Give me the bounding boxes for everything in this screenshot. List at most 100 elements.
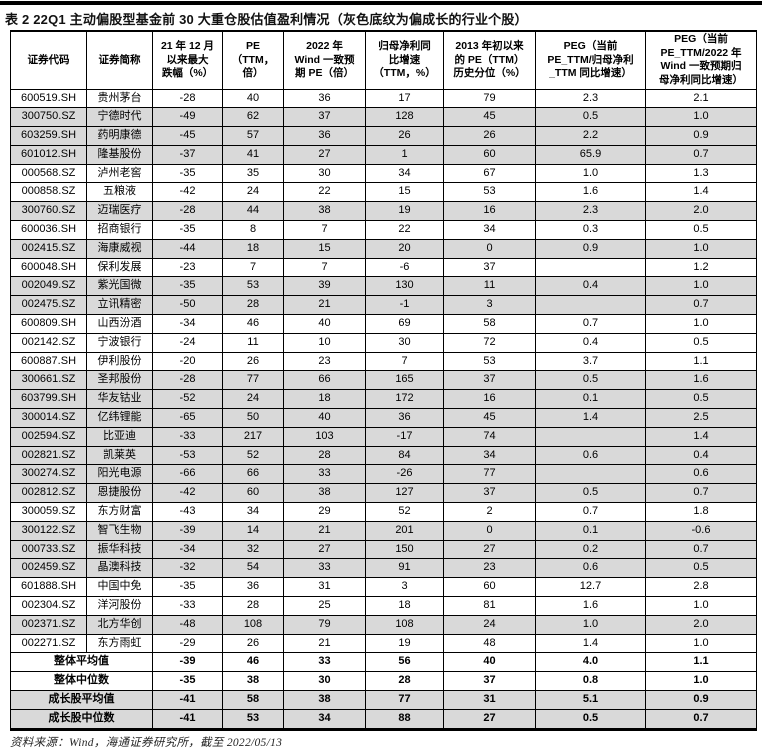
- cell-code: 600036.SH: [10, 220, 87, 240]
- cell-name: 海康威视: [86, 238, 153, 259]
- table-row: 600887.SH 伊利股份 -20 26 23 7 53 3.7 1.1: [10, 351, 757, 372]
- cell-name: 宁波银行: [86, 332, 153, 353]
- cell-pe-2022: 21: [283, 295, 366, 316]
- cell-code: 600048.SH: [10, 257, 87, 278]
- cell-max-drawdown: -41: [152, 690, 223, 710]
- cell-pe-ttm: 66: [222, 464, 284, 485]
- cell-pe-2022: 103: [283, 426, 366, 447]
- table-row: 002142.SZ 宁波银行 -24 11 10 30 72 0.4 0.5: [10, 332, 757, 353]
- cell-max-drawdown: -35: [152, 220, 223, 240]
- cell-name: 迈瑞医疗: [86, 201, 153, 222]
- cell-pe-ttm: 36: [222, 577, 284, 598]
- cell-peg-2022: 1.0: [645, 238, 757, 259]
- cell-peg-2022: 0.6: [645, 464, 757, 485]
- cell-pe-percentile: 31: [443, 690, 536, 710]
- cell-peg-ttm: [535, 426, 646, 447]
- cell-profit-growth: 69: [365, 314, 444, 334]
- cell-pe-percentile: 79: [443, 88, 536, 109]
- cell-max-drawdown: -33: [152, 426, 223, 447]
- top-rule: [0, 1, 762, 5]
- cell-pe-ttm: 32: [222, 539, 284, 560]
- cell-peg-ttm: 0.5: [535, 107, 646, 128]
- cell-name: 保利发展: [86, 257, 153, 278]
- cell-code: 000858.SZ: [10, 182, 87, 203]
- cell-pe-percentile: 74: [443, 426, 536, 447]
- cell-profit-growth: 30: [365, 332, 444, 353]
- cell-pe-2022: 34: [283, 708, 366, 730]
- cell-profit-growth: 7: [365, 351, 444, 372]
- cell-profit-growth: 84: [365, 445, 444, 466]
- cell-profit-growth: 150: [365, 539, 444, 560]
- cell-code: 300014.SZ: [10, 408, 87, 428]
- table-row: 002821.SZ 凯莱英 -53 52 28 84 34 0.6 0.4: [10, 445, 757, 466]
- cell-max-drawdown: -66: [152, 464, 223, 485]
- cell-code: 002271.SZ: [10, 633, 87, 654]
- cell-pe-2022: 7: [283, 257, 366, 278]
- cell-peg-2022: 1.2: [645, 257, 757, 278]
- cell-pe-percentile: 16: [443, 201, 536, 222]
- column-header: 证券简称: [86, 30, 153, 90]
- cell-peg-ttm: [535, 257, 646, 278]
- cell-code: 002821.SZ: [10, 445, 87, 466]
- cell-pe-ttm: 11: [222, 332, 284, 353]
- cell-pe-percentile: 37: [443, 671, 536, 691]
- cell-pe-2022: 36: [283, 88, 366, 109]
- cell-profit-growth: -6: [365, 257, 444, 278]
- cell-pe-2022: 37: [283, 107, 366, 128]
- cell-pe-percentile: 0: [443, 238, 536, 259]
- cell-peg-ttm: 0.4: [535, 332, 646, 353]
- table-row: 300750.SZ 宁德时代 -49 62 37 128 45 0.5 1.0: [10, 107, 757, 128]
- table-row: 600036.SH 招商银行 -35 8 7 22 34 0.3 0.5: [10, 220, 757, 240]
- table-row: 600809.SH 山西汾酒 -34 46 40 69 58 0.7 1.0: [10, 314, 757, 334]
- cell-code: 002304.SZ: [10, 596, 87, 616]
- cell-profit-growth: -17: [365, 426, 444, 447]
- cell-name: 东方财富: [86, 502, 153, 522]
- table-row: 002415.SZ 海康威视 -44 18 15 20 0 0.9 1.0: [10, 238, 757, 259]
- cell-max-drawdown: -44: [152, 238, 223, 259]
- cell-pe-2022: 79: [283, 614, 366, 635]
- column-header: PEG（当前 PE_TTM/2022 年 Wind 一致预期归 母净利同比增速）: [645, 30, 757, 90]
- cell-max-drawdown: -28: [152, 201, 223, 222]
- cell-name: 阳光电源: [86, 464, 153, 485]
- table-row: 300274.SZ 阳光电源 -66 66 33 -26 77 0.6: [10, 464, 757, 485]
- cell-peg-ttm: 1.0: [535, 614, 646, 635]
- cell-max-drawdown: -42: [152, 182, 223, 203]
- cell-profit-growth: 19: [365, 201, 444, 222]
- cell-peg-2022: 1.0: [645, 596, 757, 616]
- cell-peg-ttm: 1.6: [535, 596, 646, 616]
- cell-code: 002475.SZ: [10, 295, 87, 316]
- cell-pe-percentile: 48: [443, 633, 536, 654]
- cell-pe-ttm: 53: [222, 708, 284, 730]
- cell-max-drawdown: -43: [152, 502, 223, 522]
- cell-profit-growth: 19: [365, 633, 444, 654]
- cell-pe-ttm: 77: [222, 370, 284, 391]
- table-row: 002475.SZ 立讯精密 -50 28 21 -1 3 0.7: [10, 295, 757, 316]
- cell-pe-2022: 36: [283, 126, 366, 146]
- cell-name: 智飞生物: [86, 520, 153, 541]
- cell-pe-2022: 18: [283, 389, 366, 410]
- cell-pe-percentile: 72: [443, 332, 536, 353]
- cell-peg-2022: 1.6: [645, 370, 757, 391]
- cell-code: 603259.SH: [10, 126, 87, 146]
- cell-pe-2022: 21: [283, 633, 366, 654]
- cell-peg-2022: 0.7: [645, 539, 757, 560]
- cell-profit-growth: 36: [365, 408, 444, 428]
- table-row: 002594.SZ 比亚迪 -33 217 103 -17 74 1.4: [10, 426, 757, 447]
- cell-max-drawdown: -48: [152, 614, 223, 635]
- column-header: 2013 年初以来 的 PE（TTM） 历史分位（%）: [443, 30, 536, 90]
- cell-code: 002459.SZ: [10, 558, 87, 579]
- cell-max-drawdown: -50: [152, 295, 223, 316]
- cell-peg-ttm: 0.1: [535, 520, 646, 541]
- cell-pe-percentile: 0: [443, 520, 536, 541]
- cell-profit-growth: 165: [365, 370, 444, 391]
- table-row: 600519.SH 贵州茅台 -28 40 36 17 79 2.3 2.1: [10, 88, 757, 109]
- cell-pe-ttm: 40: [222, 88, 284, 109]
- cell-pe-2022: 33: [283, 464, 366, 485]
- cell-name: 晶澳科技: [86, 558, 153, 579]
- cell-max-drawdown: -35: [152, 577, 223, 598]
- cell-code: 601012.SH: [10, 144, 87, 165]
- cell-peg-2022: 2.5: [645, 408, 757, 428]
- cell-pe-ttm: 34: [222, 502, 284, 522]
- cell-peg-ttm: 1.6: [535, 182, 646, 203]
- cell-code: 600887.SH: [10, 351, 87, 372]
